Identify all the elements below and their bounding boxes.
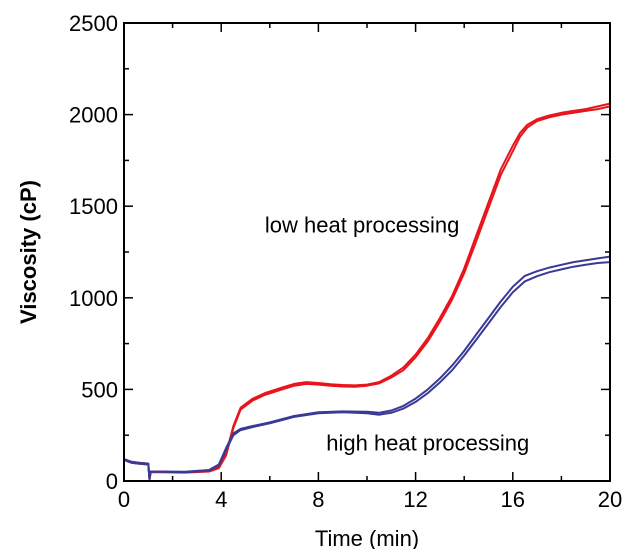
y-tick-label: 0 (106, 469, 118, 494)
annotation-low-heat: low heat processing (265, 213, 459, 238)
y-tick-label: 2000 (69, 103, 118, 128)
x-tick-label: 12 (403, 487, 427, 512)
x-tick-label: 20 (598, 487, 622, 512)
series-layer (123, 102, 611, 481)
y-tick-label: 2500 (69, 11, 118, 36)
y-tick-label: 500 (81, 377, 118, 402)
y-tick-label: 1000 (69, 286, 118, 311)
x-tick-label: 4 (215, 487, 227, 512)
ticks-layer (123, 22, 611, 482)
x-axis-label: Time (min) (315, 526, 419, 549)
series-line-4 (123, 261, 611, 481)
series-line-2 (123, 105, 611, 481)
x-tick-label: 8 (312, 487, 324, 512)
series-line-1 (123, 102, 611, 481)
annotation-high-heat: high heat processing (326, 431, 529, 456)
y-tick-label: 1500 (69, 194, 118, 219)
x-tick-label: 0 (118, 487, 130, 512)
x-tick-label: 16 (501, 487, 525, 512)
tick-labels-layer: 0 4 8 12 16 20 0 500 1000 1500 2000 2500 (69, 11, 622, 512)
y-axis-label: Viscosity (cP) (16, 180, 41, 324)
